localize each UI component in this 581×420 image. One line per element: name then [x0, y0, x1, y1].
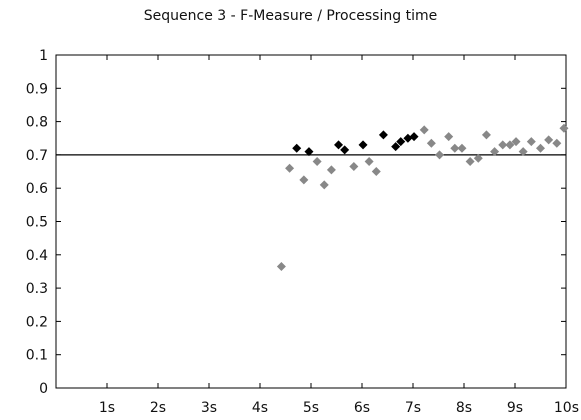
x-axis: 1s 2s 3s 4s 5s 6s 7s 8s 9s 10s [99, 55, 579, 416]
data-point-gray [552, 138, 562, 148]
data-point-black [334, 140, 344, 150]
data-point-gray [457, 143, 467, 153]
data-point-gray [426, 138, 436, 148]
data-point-gray [473, 153, 483, 163]
data-point-gray [299, 175, 309, 185]
data-point-black [358, 140, 368, 150]
x-tick-label: 5s [303, 400, 319, 416]
data-point-gray [419, 125, 429, 135]
y-tick-label: 0.6 [26, 181, 48, 197]
data-point-black [391, 142, 401, 152]
data-point-gray [312, 157, 322, 167]
x-tick-label: 3s [201, 400, 217, 416]
y-tick-label: 0.5 [26, 215, 48, 231]
y-tick-label: 1 [39, 48, 48, 64]
x-tick-label: 1s [99, 400, 115, 416]
data-point-gray [371, 167, 381, 177]
data-point-gray [526, 137, 536, 147]
data-point-gray [481, 130, 491, 140]
data-point-gray [518, 147, 528, 157]
data-point-gray [536, 143, 545, 153]
data-point-gray [326, 165, 336, 175]
data-point-gray [276, 261, 286, 271]
data-point-gray [465, 157, 475, 167]
data-points [276, 123, 569, 271]
y-tick-label: 0 [39, 381, 48, 397]
x-tick-label: 8s [456, 400, 472, 416]
data-point-gray [559, 123, 569, 133]
y-tick-label: 0.1 [26, 348, 48, 364]
y-tick-label: 0.8 [26, 115, 48, 131]
data-point-black [292, 143, 302, 153]
data-point-gray [490, 147, 500, 157]
y-tick-label: 0.2 [26, 314, 48, 330]
data-point-gray [511, 137, 521, 147]
data-point-black [304, 147, 314, 157]
data-point-gray [505, 140, 515, 150]
x-tick-label: 6s [354, 400, 370, 416]
data-point-black [396, 137, 406, 147]
data-point-black [340, 145, 350, 155]
x-tick-label: 9s [507, 400, 523, 416]
data-point-black [409, 132, 419, 142]
x-tick-label: 2s [150, 400, 166, 416]
y-tick-label: 0.9 [26, 81, 48, 97]
data-point-gray [285, 163, 295, 173]
plot-frame [55, 54, 567, 389]
data-point-gray [544, 135, 554, 145]
data-point-gray [498, 140, 508, 150]
y-tick-label: 0.3 [26, 281, 48, 297]
data-point-gray [349, 162, 359, 172]
data-point-gray [319, 180, 329, 190]
x-tick-label: 4s [252, 400, 268, 416]
y-tick-label: 0.7 [26, 148, 48, 164]
data-point-gray [450, 143, 460, 153]
chart-title: Sequence 3 - F-Measure / Processing time [143, 8, 438, 24]
y-axis: 0 0.1 0.2 0.3 0.4 0.5 0.6 0.7 0.8 0.9 1 [26, 48, 566, 397]
x-tick-label: 7s [405, 400, 421, 416]
x-tick-label: 10s [554, 400, 579, 416]
data-point-gray [435, 150, 445, 160]
data-point-gray [364, 157, 374, 167]
data-point-gray [444, 132, 454, 142]
y-tick-label: 0.4 [26, 248, 48, 264]
data-point-black [378, 130, 388, 140]
